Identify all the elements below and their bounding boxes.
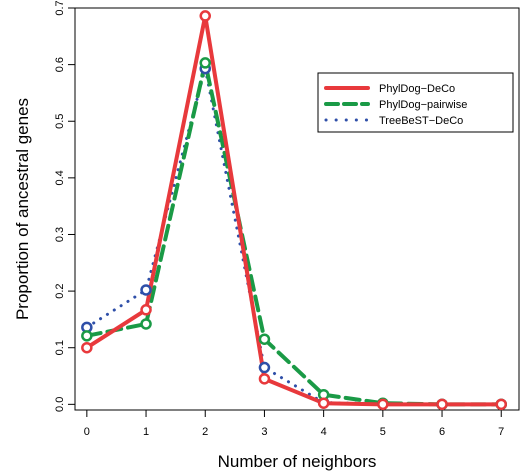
y-tick-label: 0.5	[54, 114, 66, 129]
data-point-phyldog-deco	[81, 341, 93, 354]
x-tick-label: 0	[84, 426, 90, 438]
x-tick-label: 7	[498, 426, 504, 438]
series-layer	[81, 10, 507, 411]
legend: PhylDog−DeCo PhylDog−pairwise TreeBeST−DeC…	[317, 72, 514, 133]
data-point-phyldog-deco	[436, 398, 448, 411]
data-point-phyldog-deco	[317, 397, 330, 409]
data-point-phyldog-pairwise	[199, 57, 211, 69]
data-point-phyldog-deco	[495, 398, 507, 411]
x-tick-label: 3	[261, 426, 267, 438]
x-tick-label: 4	[321, 426, 327, 438]
series-line-phyldog-deco	[84, 13, 504, 407]
y-tick-label: 0.6	[54, 57, 66, 72]
data-point-phyldog-deco	[258, 373, 271, 385]
y-tick-label: 0.7	[54, 0, 66, 15]
data-point-phyldog-pairwise	[258, 333, 271, 345]
data-point-phyldog-deco	[140, 304, 152, 316]
x-axis: 0 1 2 3 4 5 6 7	[84, 410, 504, 438]
y-axis: 0.0 0.1 0.2 0.3 0.4 0.5 0.6 0.7	[54, 0, 75, 412]
legend-label-treebest-deco: TreeBeST−DeCo	[379, 115, 463, 127]
y-tick-label: 0.1	[54, 340, 66, 355]
y-tick-label: 0.2	[54, 283, 66, 298]
y-tick-label: 0.0	[54, 397, 66, 412]
x-tick-label: 1	[143, 426, 149, 438]
data-point-treebest-deco	[258, 361, 271, 374]
data-point-phyldog-pairwise	[81, 330, 93, 342]
data-point-phyldog-pairwise	[140, 318, 152, 330]
legend-label-phyldog-pairwise: PhylDog−pairwise	[379, 99, 467, 111]
x-axis-title: Number of neighbors	[218, 452, 377, 471]
data-point-phyldog-deco	[199, 10, 211, 22]
y-tick-label: 0.3	[54, 227, 66, 242]
legend-label-phyldog-deco: PhylDog−DeCo	[379, 83, 455, 95]
data-point-treebest-deco	[140, 284, 152, 296]
x-tick-label: 2	[202, 426, 208, 438]
data-point-phyldog-deco	[377, 398, 389, 411]
y-tick-label: 0.4	[54, 170, 66, 185]
y-axis-title: Proportion of ancestral genes	[13, 98, 32, 320]
x-tick-label: 5	[380, 426, 386, 438]
x-tick-label: 6	[439, 426, 445, 438]
plot-frame	[74, 7, 520, 411]
